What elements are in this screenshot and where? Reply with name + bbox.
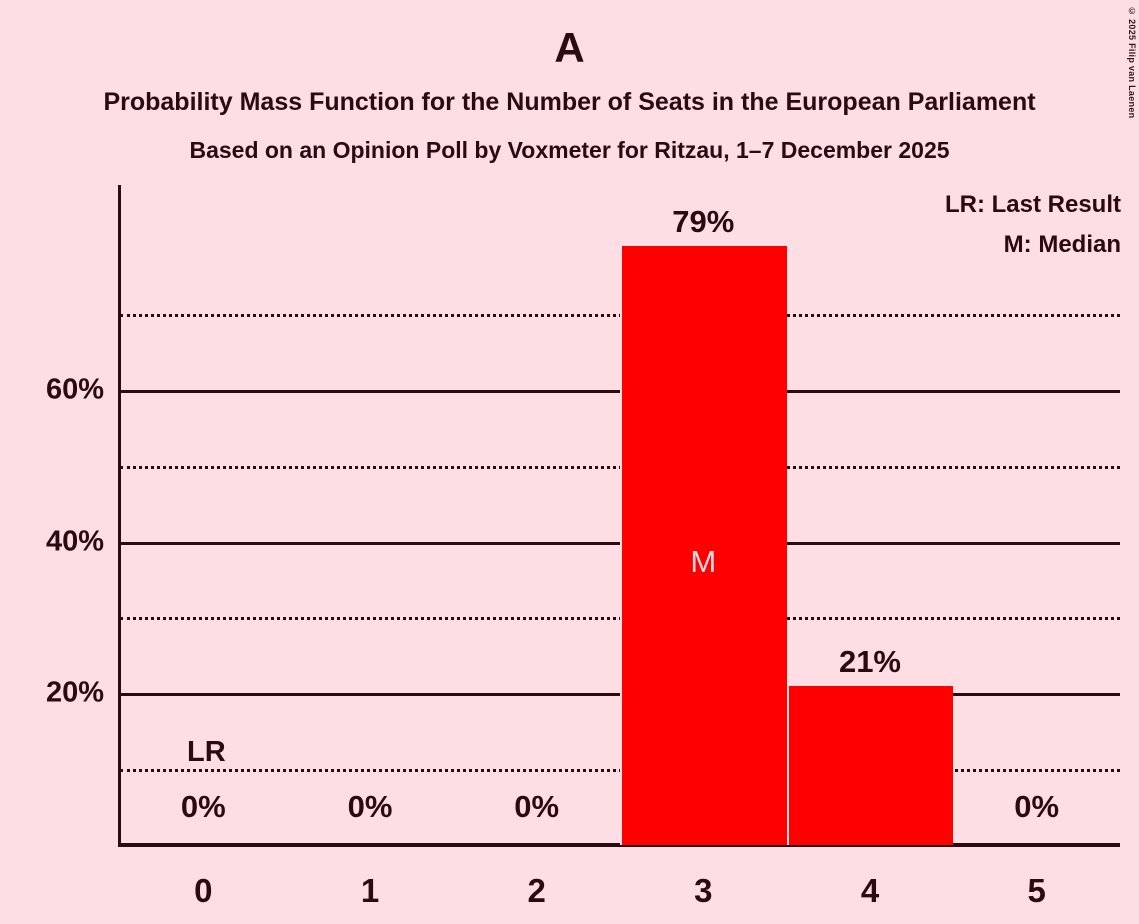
x-tick-label-3: 3 [694, 872, 713, 909]
y-tick-label-20%: 20% [45, 676, 104, 709]
x-tick-label-2: 2 [527, 872, 546, 909]
x-axis-line [118, 843, 1120, 847]
last-result-marker: LR [163, 738, 250, 768]
bar-3[interactable] [620, 245, 787, 845]
x-tick-label-5: 5 [1027, 872, 1046, 909]
legend-median: M: Median [1003, 231, 1121, 258]
x-tick-label-4: 4 [860, 872, 880, 909]
bar-value-label-3: 79% [672, 203, 735, 239]
bar-value-label-1: 0% [347, 789, 393, 824]
chart-letter-title: A [554, 24, 585, 71]
bar-4[interactable] [786, 685, 954, 845]
bar-separator-3 [620, 245, 622, 845]
bar-value-label-2: 0% [514, 789, 560, 824]
copyright-notice: © 2025 Filip van Laenen [1127, 6, 1137, 119]
x-tick-label-1: 1 [360, 872, 380, 909]
bar-value-label-4: 21% [838, 643, 901, 679]
plot-area: 0% 0% 0% 79% 21% 0% M LR [120, 185, 1120, 845]
y-tick-label-40%: 40% [45, 525, 104, 558]
y-axis-tick-labels: 20% 40% 60% [0, 185, 104, 845]
legend-last-result: LR: Last Result [944, 191, 1121, 218]
median-marker: M [690, 543, 717, 579]
bar-value-label-5: 0% [1014, 789, 1060, 824]
x-tick-label-0: 0 [194, 872, 213, 909]
chart-title: Probability Mass Function for the Number… [103, 88, 1036, 116]
chart-legend: LR: Last Result M: Median [945, 185, 1121, 265]
y-tick-label-60%: 60% [45, 373, 104, 406]
bar-value-label-0: 0% [180, 789, 226, 824]
bar-separator-4 [786, 685, 789, 845]
chart-subtitle: Based on an Opinion Poll by Voxmeter for… [189, 137, 950, 163]
y-axis-line [118, 185, 121, 846]
